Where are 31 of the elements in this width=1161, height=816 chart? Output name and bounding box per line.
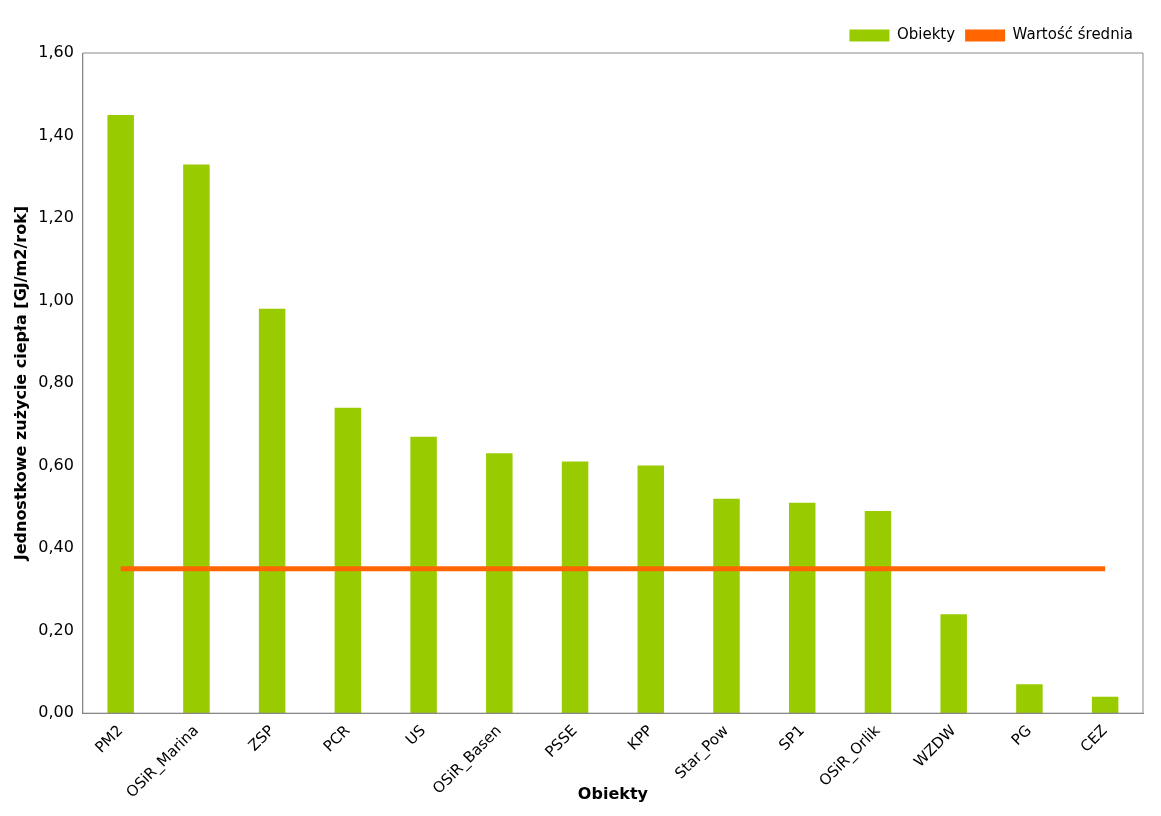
- x-tick-label: PG: [1007, 721, 1035, 749]
- bar: [107, 114, 134, 714]
- y-tick-label: 0,80: [38, 372, 74, 392]
- y-tick-label: 1,00: [38, 289, 74, 309]
- bar: [334, 407, 362, 714]
- bar: [788, 502, 816, 714]
- y-tick-label: 0,20: [38, 619, 74, 639]
- bar: [486, 453, 513, 714]
- x-axis-title: Obiekty: [577, 783, 649, 803]
- bar: [183, 164, 210, 714]
- x-tick-label: US: [401, 721, 430, 749]
- bar: [410, 436, 437, 714]
- y-axis-title: Jednostkowe zużycie ciepła [GJ/m2/rok]: [10, 205, 30, 562]
- legend-label: Obiekty: [896, 25, 956, 44]
- bar: [637, 465, 665, 714]
- bar: [258, 308, 286, 714]
- y-tick-label: 0,60: [38, 454, 74, 474]
- y-tick-label: 1,20: [38, 207, 74, 227]
- bar: [940, 614, 967, 714]
- bar: [864, 511, 892, 714]
- x-tick-label: SP1: [775, 721, 808, 755]
- y-tick-label: 0,00: [38, 702, 74, 722]
- y-tick-label: 1,40: [38, 124, 74, 144]
- bar: [1091, 696, 1119, 714]
- bar: [713, 498, 740, 714]
- bar: [561, 461, 589, 714]
- legend-label: Wartość średnia: [1012, 25, 1133, 44]
- x-tick-label: KPP: [623, 721, 657, 754]
- bar: [1016, 684, 1043, 714]
- y-tick-label: 0,40: [38, 537, 74, 557]
- y-tick-label: 1,60: [38, 42, 74, 62]
